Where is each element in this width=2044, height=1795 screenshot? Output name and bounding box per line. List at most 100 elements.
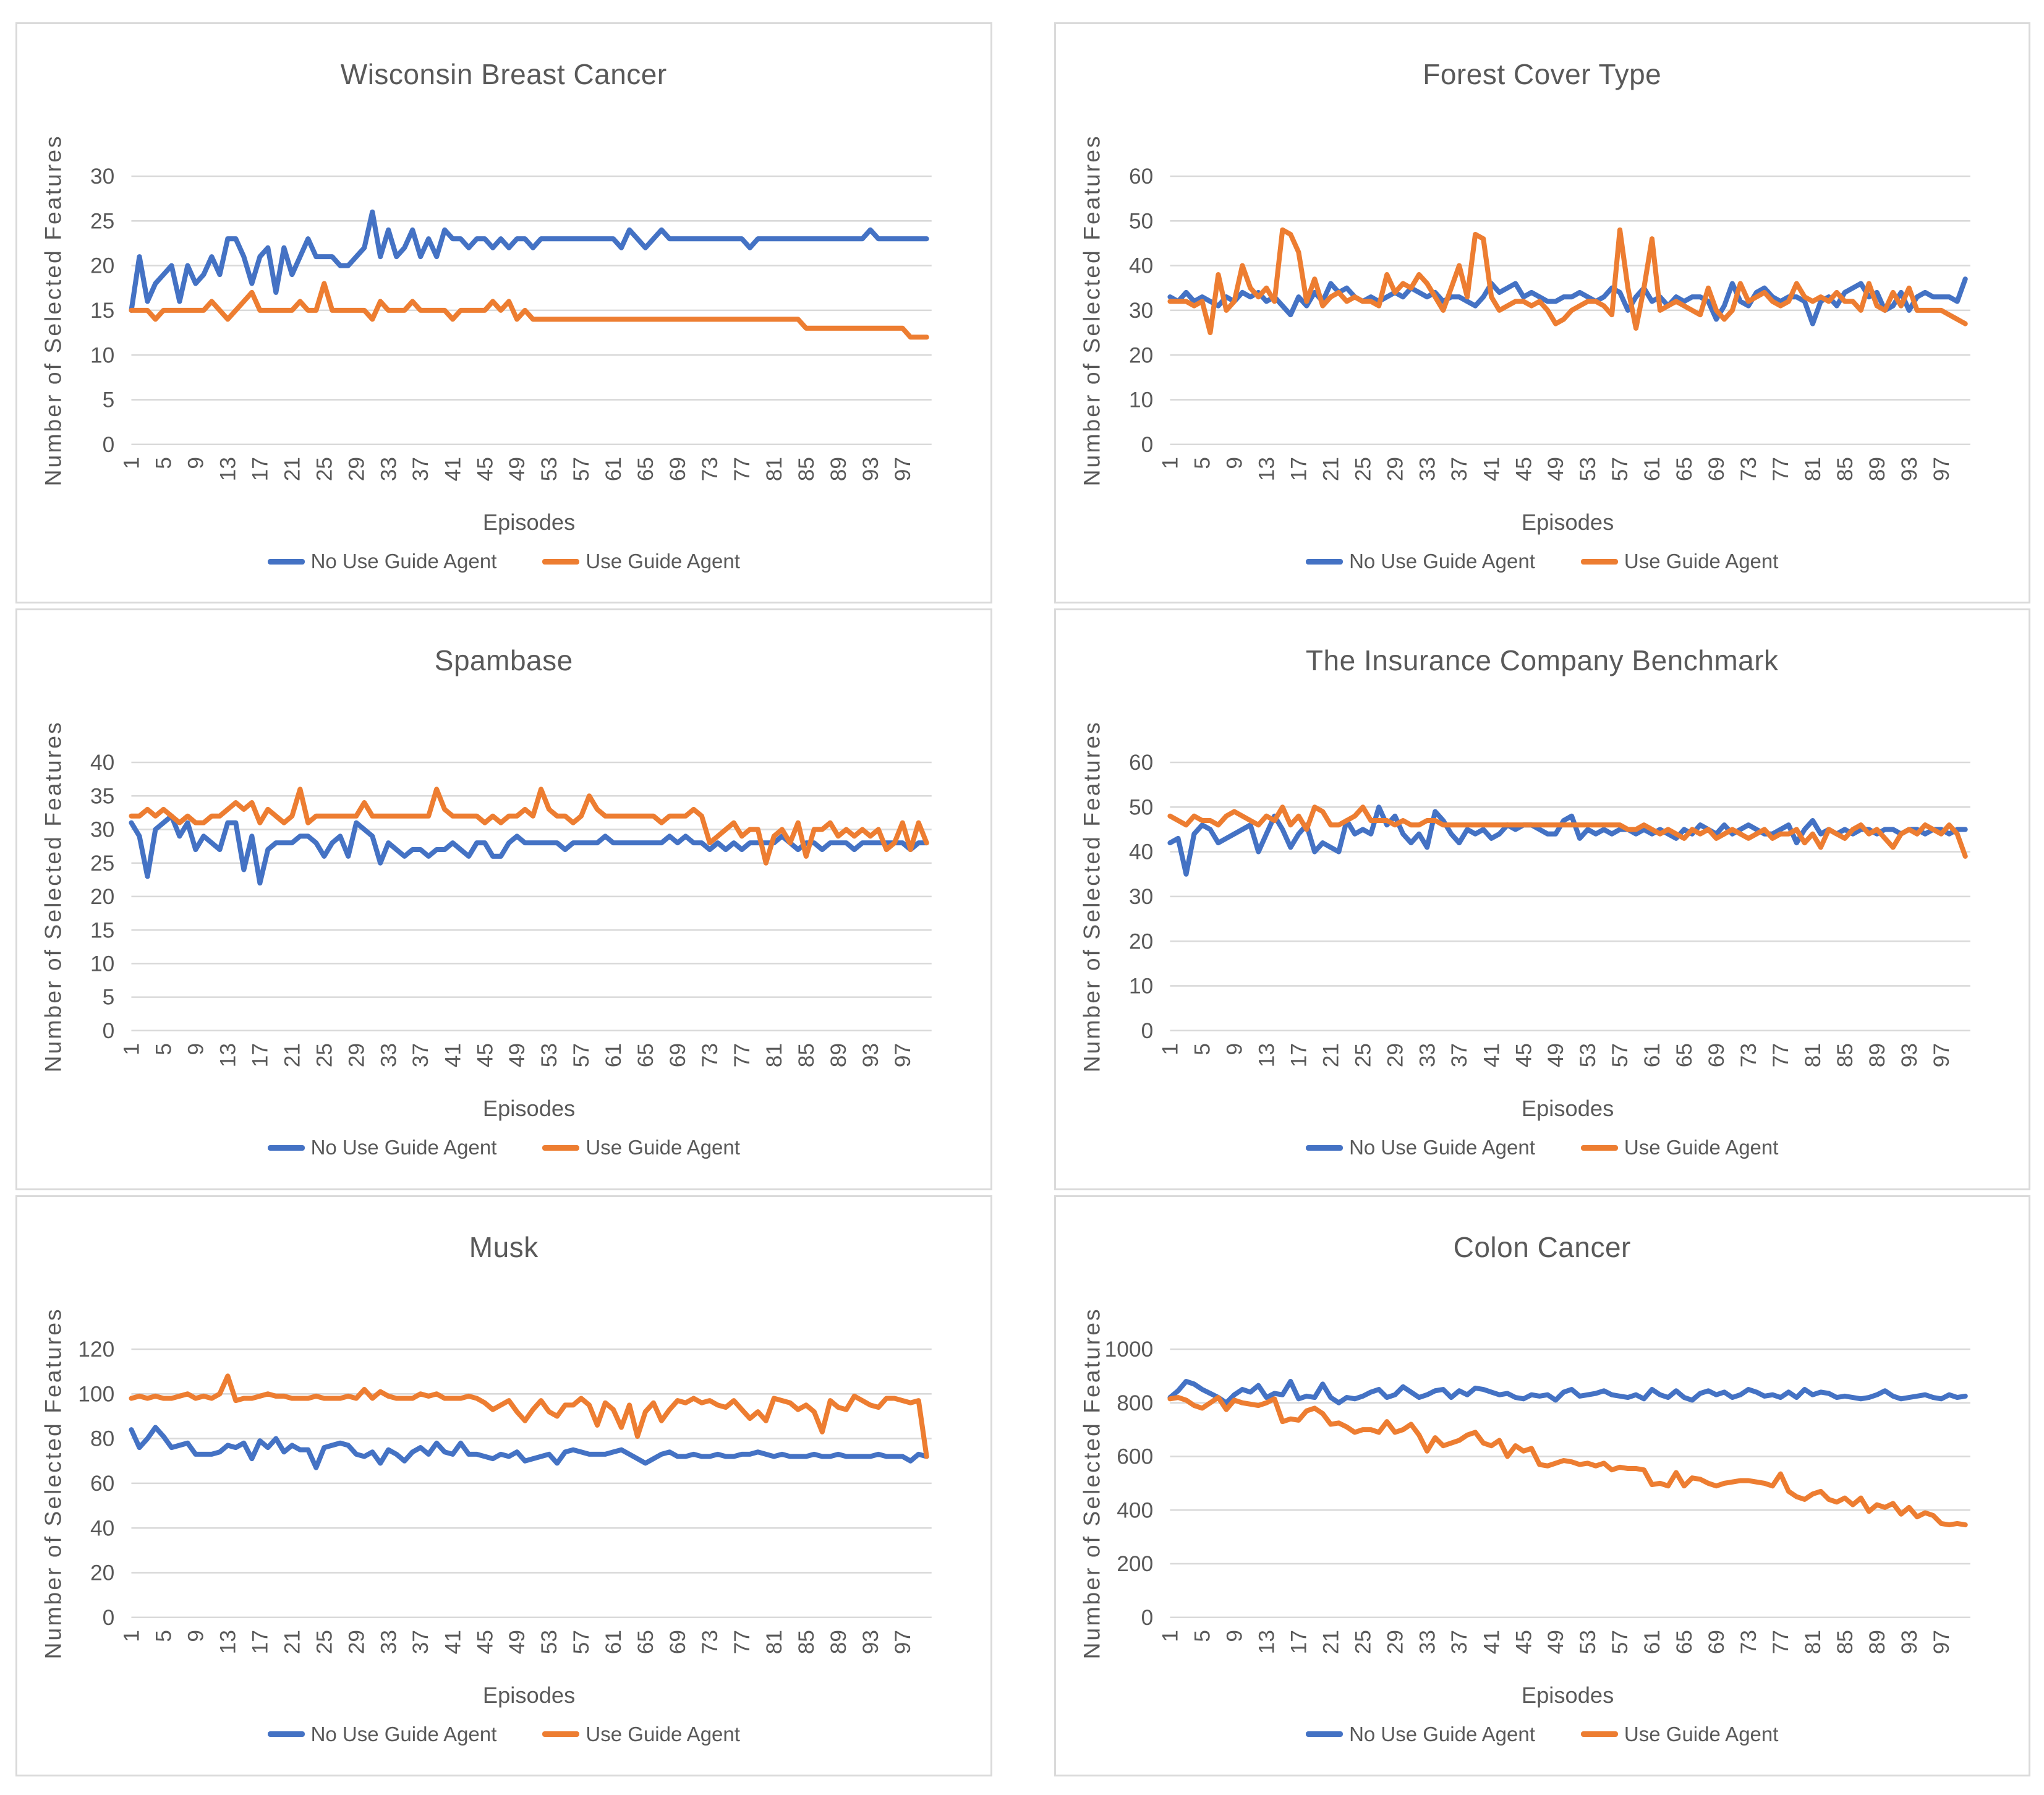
x-tick-label: 53 [537, 457, 561, 481]
x-tick-label: 93 [1897, 457, 1921, 481]
y-tick-label: 120 [78, 1337, 114, 1362]
x-tick-label: 41 [441, 1043, 465, 1067]
y-tick-label: 35 [90, 785, 114, 809]
x-tick-label: 13 [216, 1043, 240, 1067]
legend-label: Use Guide Agent [1624, 1722, 1779, 1746]
x-tick-label: 81 [762, 1629, 786, 1653]
x-axis-title: Episodes [1521, 1096, 1613, 1121]
chart-body: 0 5 10 15 20 25 30 35 40 1 5 9 13 17 21 25 29 33 37 41 45 49 5… [17, 693, 990, 1126]
x-tick-label: 5 [152, 1629, 176, 1642]
x-tick-label: 13 [1254, 457, 1279, 481]
y-tick-label: 40 [1128, 254, 1152, 278]
x-tick-label: 9 [1222, 1629, 1246, 1642]
legend: No Use Guide Agent Use Guide Agent [1056, 1723, 2029, 1746]
y-axis-title: Number of Selected Features [1078, 134, 1104, 486]
chart-panel-forest-cover-type: Forest Cover Type 0 10 20 30 40 50 60 1 5 9 13 17 21… [1054, 22, 2030, 604]
legend-swatch-blue-line [267, 1731, 305, 1737]
y-tick-label: 0 [103, 1605, 115, 1629]
x-tick-label: 17 [1287, 457, 1311, 481]
chart-title: Spambase [434, 644, 573, 677]
x-tick-label: 25 [312, 1629, 336, 1653]
x-tick-label: 73 [698, 1629, 722, 1653]
y-tick-label: 30 [90, 164, 114, 189]
chart-body: 0 20 40 60 80 100 120 1 5 9 13 17 21 25 29 33 37 41 45 49 53… [17, 1279, 990, 1713]
x-tick-label: 49 [505, 1629, 529, 1653]
x-tick-label: 45 [473, 1629, 497, 1653]
y-tick-label: 0 [103, 433, 115, 457]
x-tick-label: 61 [602, 1629, 626, 1653]
x-tick-label: 45 [473, 457, 497, 481]
y-tick-label: 15 [90, 299, 114, 323]
legend-label: Use Guide Agent [586, 1722, 740, 1746]
y-axis-title: Number of Selected Features [1078, 1307, 1104, 1659]
legend-item-no-use-guide-agent: No Use Guide Agent [267, 550, 496, 573]
x-tick-label: 57 [569, 457, 594, 481]
x-tick-label: 77 [1768, 1043, 1792, 1067]
y-tick-label: 0 [1141, 1019, 1153, 1043]
x-tick-label: 37 [1447, 1043, 1471, 1067]
x-tick-label: 5 [152, 457, 176, 469]
y-tick-label: 10 [1128, 388, 1152, 412]
y-tick-label: 800 [1117, 1391, 1153, 1415]
x-tick-label: 9 [1222, 457, 1246, 469]
x-tick-label: 49 [1544, 1043, 1568, 1067]
x-tick-label: 37 [409, 1043, 433, 1067]
y-tick-label: 20 [90, 885, 114, 909]
y-tick-label: 0 [1141, 1605, 1153, 1629]
x-tick-label: 5 [1190, 1629, 1214, 1642]
y-axis-title: Number of Selected Features [40, 721, 66, 1073]
x-tick-label: 25 [1351, 457, 1375, 481]
chart-body: 0 200 400 600 800 1000 1 5 9 13 17 21 25 29 33 37 41 45 49… [1056, 1279, 2029, 1713]
x-tick-label: 97 [1929, 457, 1953, 481]
x-tick-label: 29 [344, 457, 368, 481]
x-tick-label: 57 [1608, 1043, 1632, 1067]
legend-label: No Use Guide Agent [310, 1136, 497, 1159]
x-tick-label: 77 [1768, 1629, 1792, 1653]
x-axis-title: Episodes [483, 1096, 575, 1121]
legend-swatch-orange-line [1580, 558, 1618, 565]
x-tick-label: 85 [794, 1043, 819, 1067]
x-tick-label: 45 [1512, 1629, 1536, 1653]
plot-area: 0 200 400 600 800 1000 1 5 9 13 17 21 25 29 33 37 41 45 49… [1078, 1307, 1970, 1708]
x-tick-label: 77 [730, 1629, 754, 1653]
legend-item-no-use-guide-agent: No Use Guide Agent [1306, 550, 1535, 573]
x-tick-label: 41 [1480, 457, 1504, 481]
legend-swatch-orange-line [542, 558, 580, 565]
series-line-no-use-guide-agent [129, 1425, 929, 1470]
x-tick-label: 1 [1158, 457, 1182, 469]
series-line-no-use-guide-agent [1167, 276, 1968, 326]
legend: No Use Guide Agent Use Guide Agent [1056, 550, 2029, 573]
legend: No Use Guide Agent Use Guide Agent [17, 1723, 990, 1746]
y-tick-label: 5 [103, 986, 115, 1010]
x-tick-label: 21 [1319, 1043, 1343, 1067]
y-tick-label: 50 [1128, 209, 1152, 233]
x-tick-label: 93 [1897, 1043, 1921, 1067]
x-tick-label: 21 [1319, 457, 1343, 481]
y-axis-title: Number of Selected Features [40, 1307, 66, 1659]
legend-item-use-guide-agent: Use Guide Agent [1580, 1722, 1779, 1746]
x-tick-label: 33 [377, 457, 401, 481]
x-tick-label: 69 [666, 1629, 690, 1653]
x-tick-label: 69 [1705, 1043, 1729, 1067]
x-tick-label: 65 [1672, 457, 1697, 481]
y-tick-label: 0 [1141, 433, 1153, 457]
series-line-no-use-guide-agent [129, 209, 929, 313]
x-tick-label: 85 [1833, 1629, 1857, 1653]
x-tick-label: 5 [1190, 1043, 1214, 1055]
x-tick-label: 41 [1480, 1043, 1504, 1067]
x-tick-label: 21 [280, 1629, 304, 1653]
legend-item-no-use-guide-agent: No Use Guide Agent [267, 1136, 497, 1159]
x-tick-label: 45 [1512, 1043, 1536, 1067]
x-tick-label: 81 [1800, 1043, 1825, 1067]
x-tick-label: 61 [1640, 1043, 1664, 1067]
x-tick-label: 49 [505, 457, 529, 481]
legend-item-use-guide-agent: Use Guide Agent [1580, 550, 1778, 573]
y-tick-label: 200 [1117, 1552, 1153, 1576]
y-tick-label: 60 [1128, 751, 1152, 775]
x-tick-label: 89 [1865, 457, 1889, 481]
y-tick-label: 10 [90, 343, 114, 367]
legend-label: No Use Guide Agent [310, 1722, 497, 1746]
x-tick-label: 41 [1480, 1629, 1504, 1653]
